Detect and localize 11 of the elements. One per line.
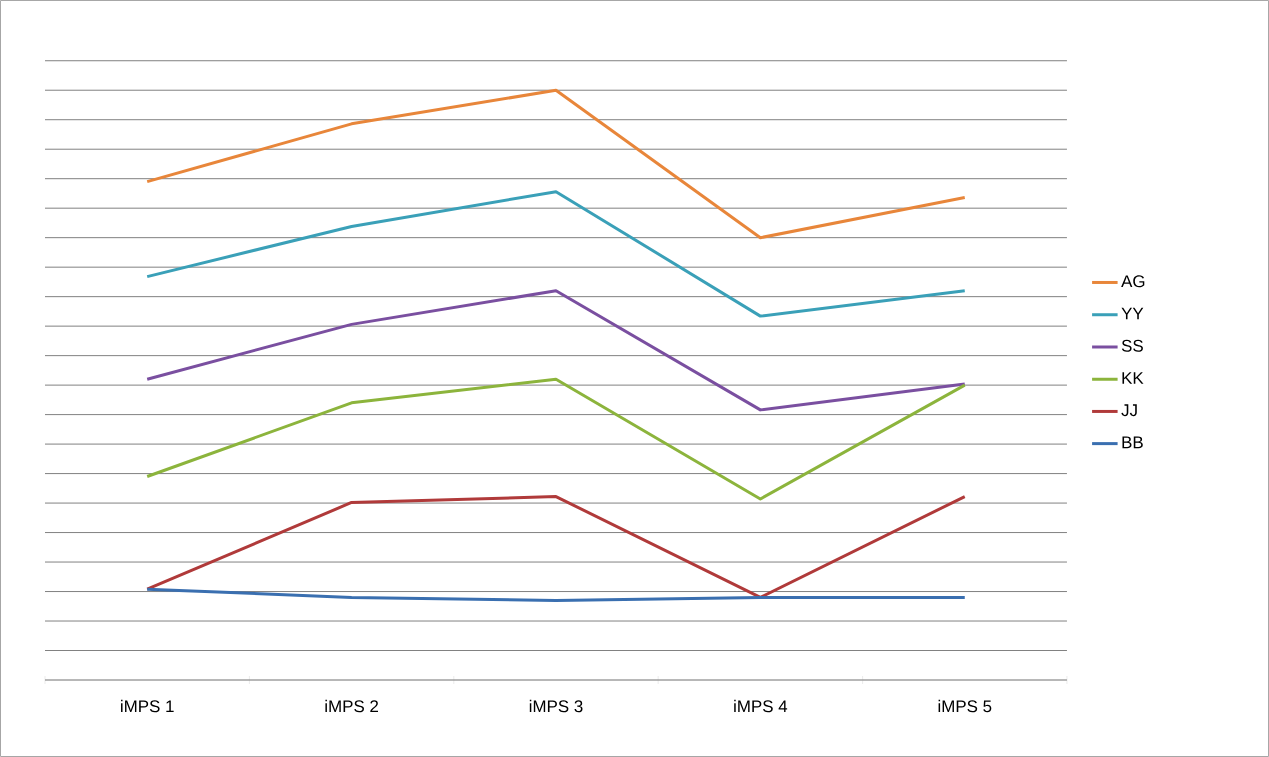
- x-tick-label: iMPS 2: [325, 699, 379, 713]
- x-tick-label: iMPS 3: [529, 699, 583, 713]
- legend-label: AG: [1121, 275, 1145, 288]
- x-tick-label: iMPS 4: [734, 699, 788, 713]
- legend-label: YY: [1121, 307, 1144, 320]
- legend-label: KK: [1122, 372, 1144, 384]
- x-tick-label: iMPS 1: [121, 699, 174, 713]
- legend-label: JJ: [1121, 404, 1137, 417]
- x-tick-label: iMPS 5: [938, 699, 992, 713]
- legend-label: SS: [1121, 339, 1143, 352]
- legend-label: BB: [1122, 436, 1143, 449]
